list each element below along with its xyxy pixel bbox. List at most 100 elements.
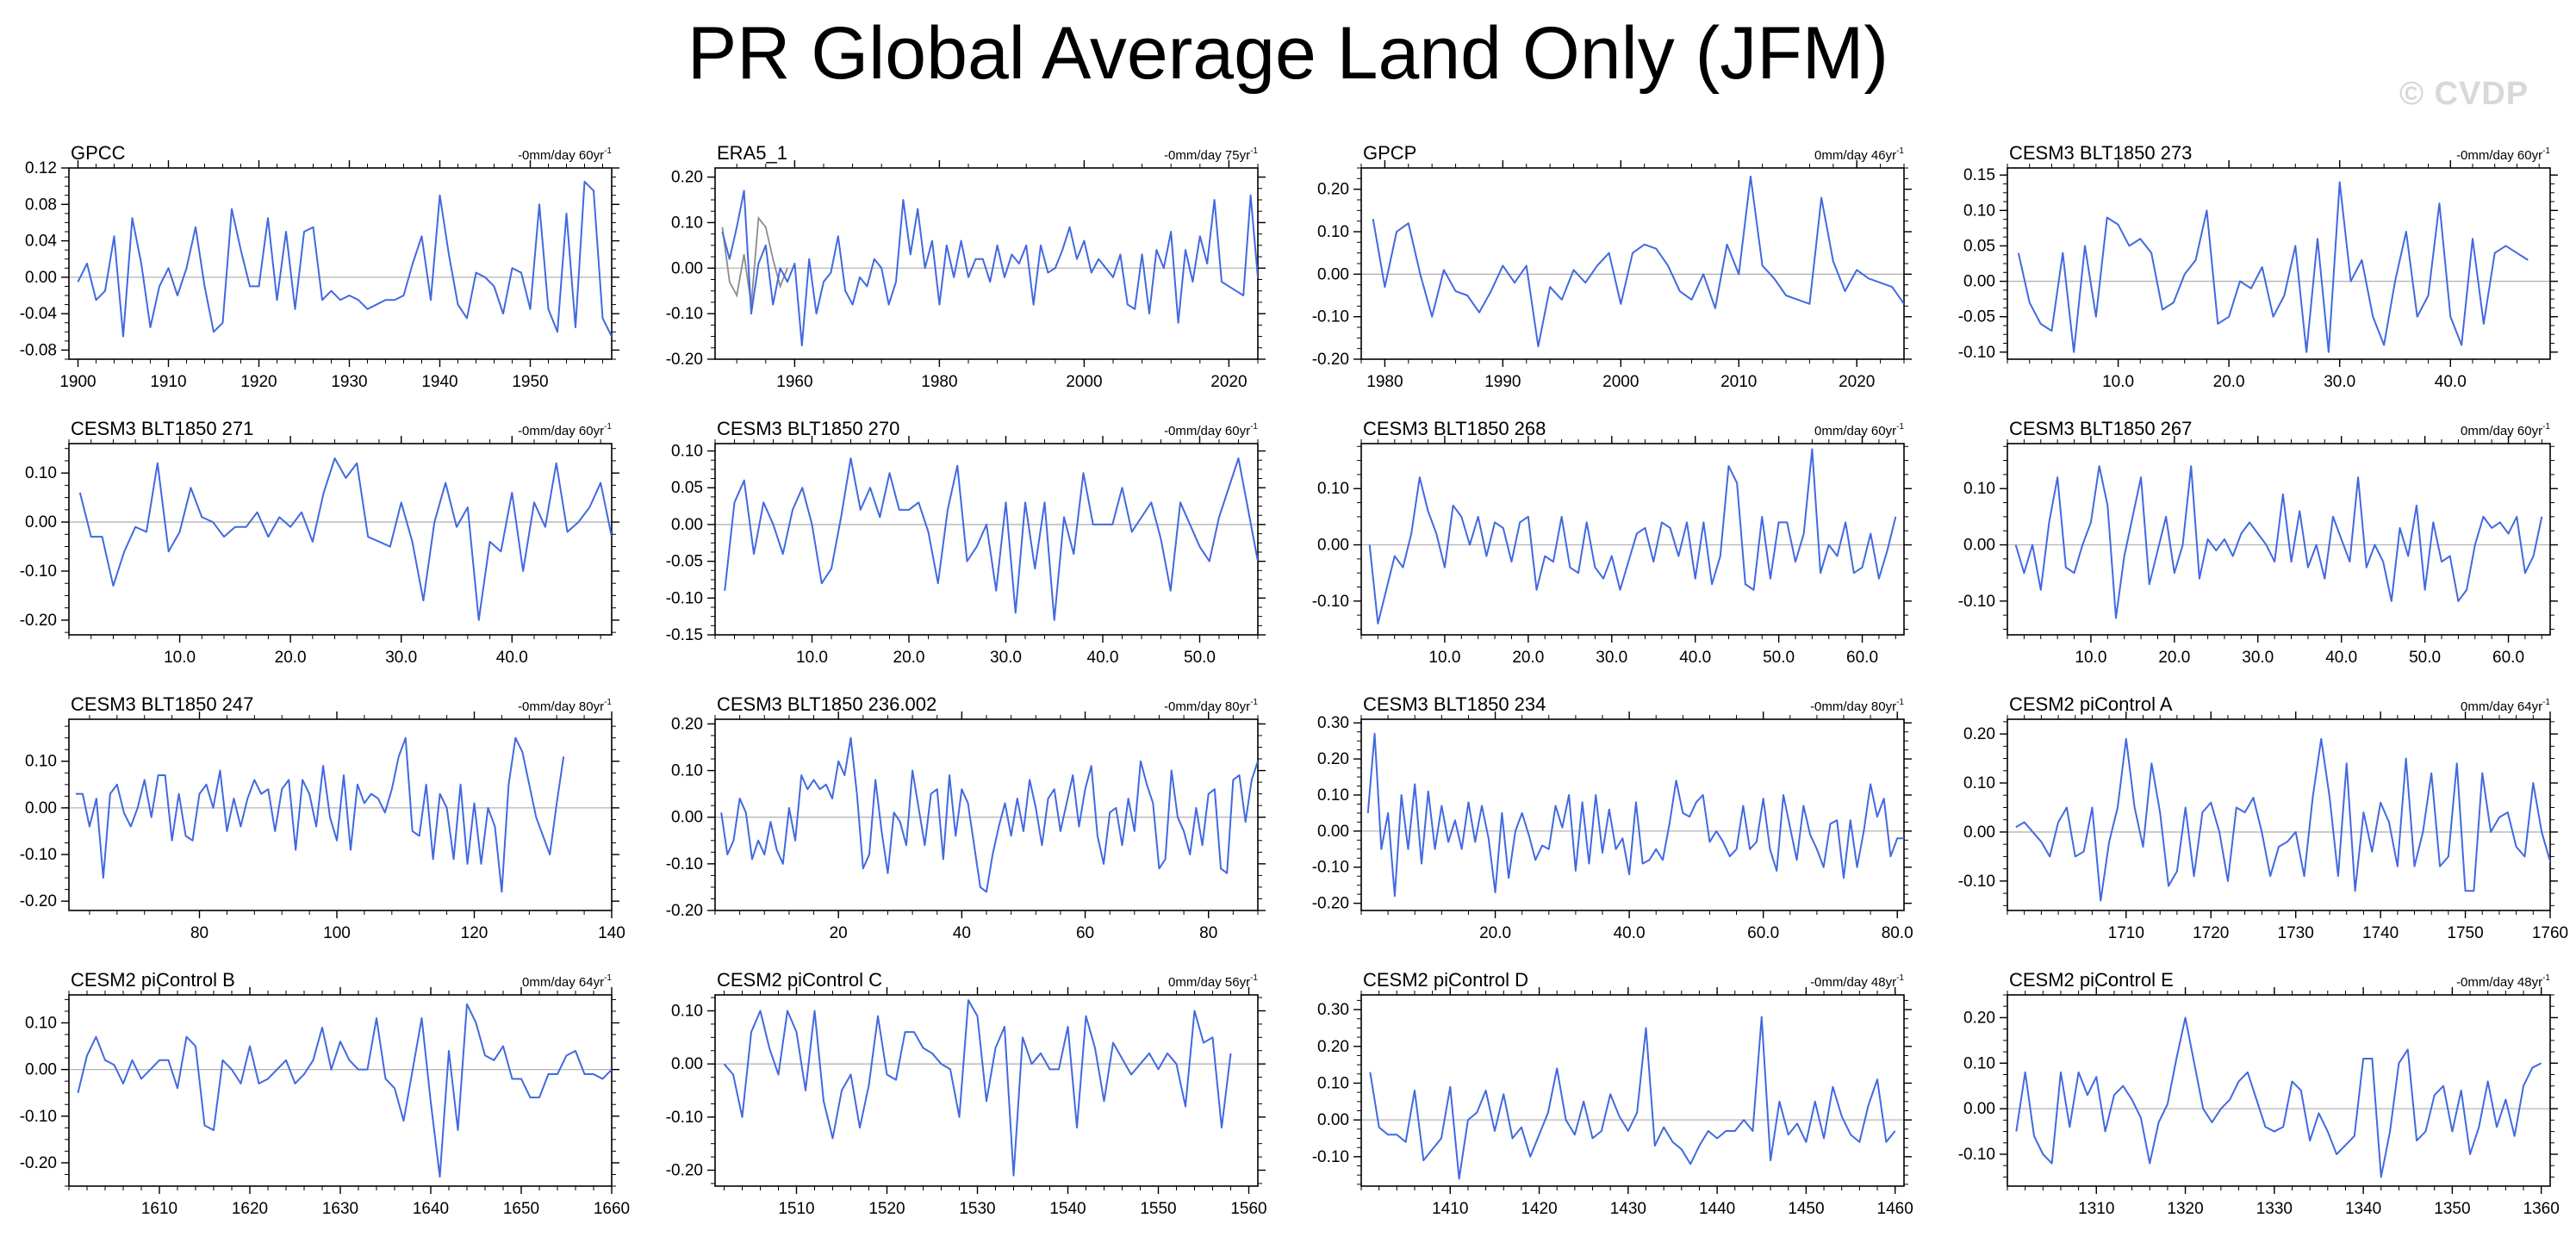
plot-frame [2007, 994, 2551, 1187]
x-tick-label: 30.0 [2242, 649, 2274, 667]
panel-trend: -0mm/day 60yr-1 [518, 146, 612, 163]
x-tick-label: 100 [323, 924, 351, 942]
panel-12: CESM2 piControl A 0mm/day 64yr-1 -0.10 0.00… [1958, 693, 2568, 942]
x-tick-label: 1930 [331, 373, 367, 391]
panel-trend: 0mm/day 60yr-1 [2461, 422, 2550, 438]
x-tick-label: 1620 [232, 1200, 268, 1218]
trend-text: -0mm/day 48yr [2456, 975, 2542, 990]
series-line [2015, 1016, 2542, 1178]
y-tick-label: -0.20 [20, 1154, 57, 1172]
y-tick-label: 0.00 [25, 799, 57, 817]
plot-frame [68, 167, 613, 360]
panel-4: CESM3 BLT1850 273 -0mm/day 60yr-1 -0.10 -0.… [1958, 142, 2558, 391]
series-line [2015, 737, 2550, 902]
panel-title: CESM2 piControl C [717, 969, 882, 991]
trend-exponent: -1 [604, 146, 612, 156]
panel-10: CESM3 BLT1850 236.002 -0mm/day 80yr-1 -0.2… [666, 693, 1266, 942]
series-line [723, 999, 1232, 1177]
y-tick-label: 0.20 [1963, 725, 1995, 743]
y-tick-label: 0.00 [25, 513, 57, 531]
y-tick-label: -0.20 [1312, 351, 1349, 369]
plot-frame [68, 994, 613, 1187]
y-tick-label: 0.20 [1317, 750, 1349, 768]
y-tick-label: 0.00 [1317, 537, 1349, 555]
y-tick-label: -0.10 [20, 846, 57, 864]
trend-text: -0mm/day 60yr [518, 148, 604, 163]
trend-exponent: -1 [1896, 422, 1904, 432]
x-tick-label: 40.0 [2325, 649, 2357, 667]
x-tick-label: 1320 [2167, 1200, 2203, 1218]
panel-trend: -0mm/day 80yr-1 [518, 698, 612, 714]
plot-frame [714, 994, 1259, 1187]
panel-trend: 0mm/day 64yr-1 [2461, 698, 2550, 714]
panel-title: CESM3 BLT1850 234 [1363, 693, 1546, 715]
panel-title: CESM3 BLT1850 268 [1363, 418, 1546, 439]
series-line [75, 736, 565, 893]
x-tick-label: 80.0 [1882, 924, 1913, 942]
trend-text: 0mm/day 60yr [2461, 424, 2542, 438]
y-tick-label: -0.10 [1312, 859, 1349, 877]
x-tick-label: 30.0 [990, 649, 1022, 667]
figure-title: PR Global Average Land Only (JFM) [687, 12, 1889, 95]
y-tick-label: -0.10 [1312, 593, 1349, 611]
trend-text: 0mm/day 64yr [522, 975, 604, 990]
y-tick-label: 0.30 [1317, 1001, 1349, 1019]
y-tick-label: 0.10 [25, 464, 57, 482]
x-tick-label: 1510 [778, 1200, 814, 1218]
x-tick-label: 1540 [1049, 1200, 1086, 1218]
x-tick-label: 10.0 [164, 649, 196, 667]
x-tick-label: 20 [830, 924, 848, 942]
panel-trend: -0mm/day 60yr-1 [2456, 146, 2550, 163]
x-tick-label: 2000 [1602, 373, 1639, 391]
y-tick-label: 0.10 [671, 443, 703, 461]
x-tick-label: 1980 [1366, 373, 1403, 391]
panel-title: CESM2 piControl B [71, 969, 235, 991]
panel-title: GPCP [1363, 142, 1416, 164]
x-tick-label: 1430 [1610, 1200, 1646, 1218]
panel-title: CESM2 piControl D [1363, 969, 1528, 991]
trend-text: 0mm/day 60yr [1814, 424, 1896, 438]
x-tick-label: 40.0 [1087, 649, 1119, 667]
x-tick-label: 1520 [868, 1200, 905, 1218]
y-tick-label: -0.10 [1958, 593, 1995, 611]
panel-title: CESM3 BLT1850 236.002 [717, 693, 936, 715]
x-tick-label: 1610 [141, 1200, 177, 1218]
panel-title: CESM3 BLT1850 271 [71, 418, 253, 439]
y-tick-label: -0.20 [666, 351, 703, 369]
x-tick-label: 140 [598, 924, 625, 942]
panel-7: CESM3 BLT1850 268 0mm/day 60yr-1 -0.10 0.00… [1312, 418, 1912, 667]
series-line [1366, 732, 1904, 898]
trend-text: -0mm/day 80yr [518, 699, 604, 714]
trend-exponent: -1 [1250, 146, 1258, 156]
trend-text: 0mm/day 56yr [1168, 975, 1250, 990]
y-tick-label: 0.00 [671, 259, 703, 277]
x-tick-label: 20.0 [1479, 924, 1511, 942]
panel-title: CESM3 BLT1850 270 [717, 418, 899, 439]
y-tick-label: 0.00 [1963, 823, 1995, 842]
panel-11: CESM3 BLT1850 234 -0mm/day 80yr-1 -0.20 -0.… [1312, 693, 1913, 942]
x-tick-label: 1450 [1788, 1200, 1824, 1218]
x-tick-label: 1760 [2532, 924, 2568, 942]
panel-13: CESM2 piControl B 0mm/day 64yr-1 -0.20 -0.1… [20, 969, 630, 1218]
series-line [2014, 465, 2543, 619]
x-tick-label: 80 [1199, 924, 1217, 942]
trend-exponent: -1 [1250, 422, 1258, 432]
plot-frame [68, 718, 613, 911]
y-tick-label: -0.20 [666, 1162, 703, 1180]
y-tick-label: 0.10 [1963, 480, 1995, 498]
panel-14: CESM2 piControl C 0mm/day 56yr-1 -0.20 -0.1… [666, 969, 1267, 1218]
y-tick-label: 0.20 [1963, 1009, 1995, 1027]
y-tick-label: 0.10 [25, 1014, 57, 1032]
x-tick-label: 1640 [413, 1200, 449, 1218]
x-tick-label: 1330 [2256, 1200, 2293, 1218]
plot-frame [714, 167, 1259, 360]
plot-frame [68, 443, 613, 636]
x-tick-label: 1960 [776, 373, 812, 391]
panel-title: ERA5_1 [717, 142, 787, 164]
y-tick-label: -0.20 [1312, 895, 1349, 913]
panel-title: CESM3 BLT1850 247 [71, 693, 253, 715]
trend-text: -0mm/day 80yr [1164, 699, 1250, 714]
x-tick-label: 40.0 [1614, 924, 1646, 942]
x-tick-label: 2020 [1839, 373, 1875, 391]
trend-text: -0mm/day 48yr [1810, 975, 1896, 990]
